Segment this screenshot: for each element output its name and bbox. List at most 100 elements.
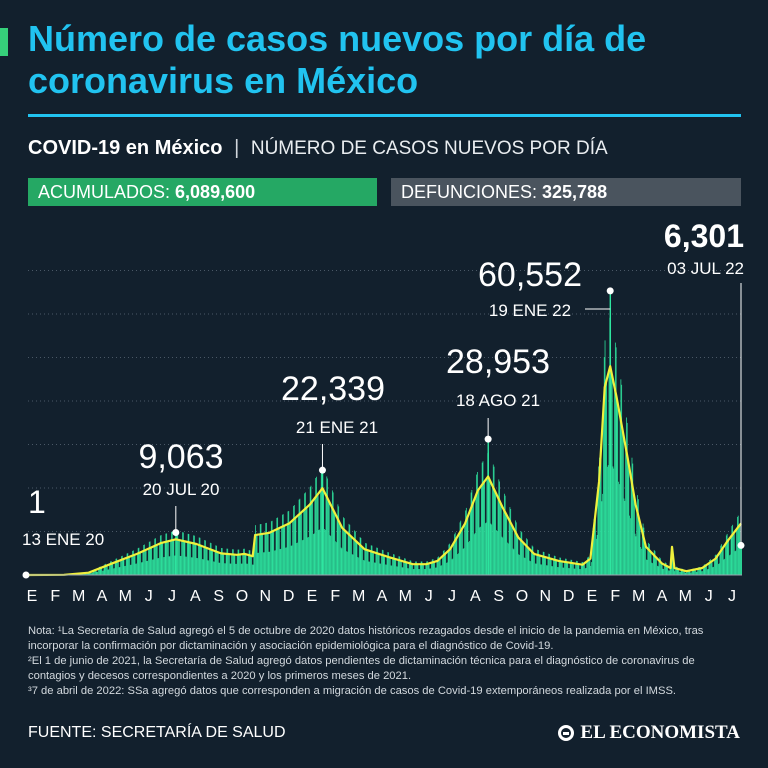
daily-bar	[561, 561, 562, 575]
daily-bar	[119, 567, 121, 575]
daily-bar	[677, 568, 679, 575]
daily-bar	[232, 549, 234, 575]
x-tick-label: D	[283, 588, 295, 605]
daily-bar	[419, 569, 420, 575]
daily-bar	[404, 558, 405, 575]
daily-bar	[649, 543, 650, 575]
daily-bar	[507, 543, 509, 575]
daily-bar	[573, 568, 575, 575]
daily-bar	[519, 554, 520, 575]
daily-bar	[469, 540, 470, 575]
daily-bar	[721, 549, 723, 575]
daily-bar	[317, 494, 319, 575]
daily-bar	[512, 548, 514, 575]
peak-bar	[321, 470, 324, 575]
daily-bar	[554, 555, 556, 575]
daily-bar	[156, 544, 158, 575]
daily-bar	[324, 529, 326, 575]
daily-bar	[143, 545, 145, 575]
daily-bar	[685, 572, 687, 575]
daily-bar	[681, 568, 683, 575]
x-tick-label: J	[705, 588, 713, 605]
daily-bar	[495, 491, 497, 575]
daily-bar	[486, 478, 488, 575]
daily-bar	[440, 565, 442, 575]
daily-bar	[443, 550, 445, 575]
daily-bar	[658, 559, 660, 575]
daily-bar	[523, 557, 525, 575]
x-tick-label: A	[97, 588, 108, 605]
daily-bar	[539, 555, 541, 575]
economista-logo-icon	[558, 725, 575, 741]
daily-bar	[292, 520, 294, 575]
daily-bar	[173, 539, 175, 575]
daily-bar	[387, 552, 389, 575]
daily-bar	[291, 545, 293, 575]
x-tick-label: M	[119, 588, 132, 605]
daily-bar	[206, 547, 208, 575]
daily-bar	[170, 540, 172, 575]
daily-bar	[491, 524, 493, 575]
daily-bar	[396, 566, 398, 575]
daily-bar	[515, 522, 517, 575]
daily-bar	[215, 545, 217, 575]
daily-bar	[252, 564, 254, 575]
daily-bar	[500, 503, 502, 575]
daily-bar	[130, 564, 132, 575]
x-tick-label: J	[728, 588, 736, 605]
daily-bar	[462, 548, 464, 575]
daily-bar	[418, 569, 420, 575]
daily-bar	[467, 517, 469, 575]
daily-bar	[191, 557, 193, 575]
daily-bar	[427, 561, 428, 575]
daily-bar	[484, 523, 486, 575]
daily-bar	[106, 565, 107, 575]
daily-bar	[479, 527, 481, 575]
daily-bar	[389, 557, 391, 575]
daily-bar	[186, 541, 188, 575]
daily-bar	[549, 558, 551, 575]
daily-bar	[236, 563, 237, 575]
daily-bar	[260, 524, 262, 575]
daily-bar	[284, 525, 286, 575]
daily-bar	[281, 527, 282, 575]
daily-bar	[302, 539, 304, 575]
daily-bar	[444, 554, 446, 575]
daily-bar	[442, 556, 443, 575]
daily-bar	[484, 481, 485, 575]
daily-bar	[527, 547, 529, 575]
daily-bar	[413, 569, 415, 575]
daily-bar	[177, 530, 179, 575]
daily-bar	[672, 546, 673, 575]
daily-bar	[435, 567, 436, 575]
deaths-badge: DEFUNCIONES: 325,788	[391, 178, 741, 206]
daily-bar	[655, 556, 657, 575]
daily-bar	[359, 537, 361, 575]
daily-bar	[386, 556, 388, 575]
daily-bar	[404, 558, 406, 575]
daily-bar	[701, 571, 703, 575]
annotation-date: 18 AGO 21	[456, 391, 540, 410]
peak-bar	[609, 290, 612, 575]
daily-bar	[311, 502, 313, 575]
daily-bar	[141, 562, 143, 575]
daily-bar	[546, 565, 548, 575]
daily-bar	[179, 555, 181, 575]
daily-bar	[656, 557, 657, 575]
daily-bar	[544, 556, 546, 575]
daily-bar	[494, 490, 496, 575]
daily-bar	[716, 557, 718, 575]
daily-bar	[125, 565, 126, 575]
daily-bar	[729, 554, 731, 575]
daily-bar	[592, 528, 594, 575]
daily-bar	[502, 537, 504, 575]
daily-bar	[197, 558, 198, 575]
daily-bar	[659, 557, 661, 575]
footnote-2: ²El 1 de junio de 2021, la Secretaría de…	[28, 655, 695, 682]
daily-bar	[458, 553, 459, 575]
daily-bar	[676, 567, 678, 575]
daily-bar	[259, 534, 260, 575]
daily-bar	[633, 495, 635, 575]
daily-bar	[727, 541, 729, 575]
daily-bar	[190, 557, 192, 575]
